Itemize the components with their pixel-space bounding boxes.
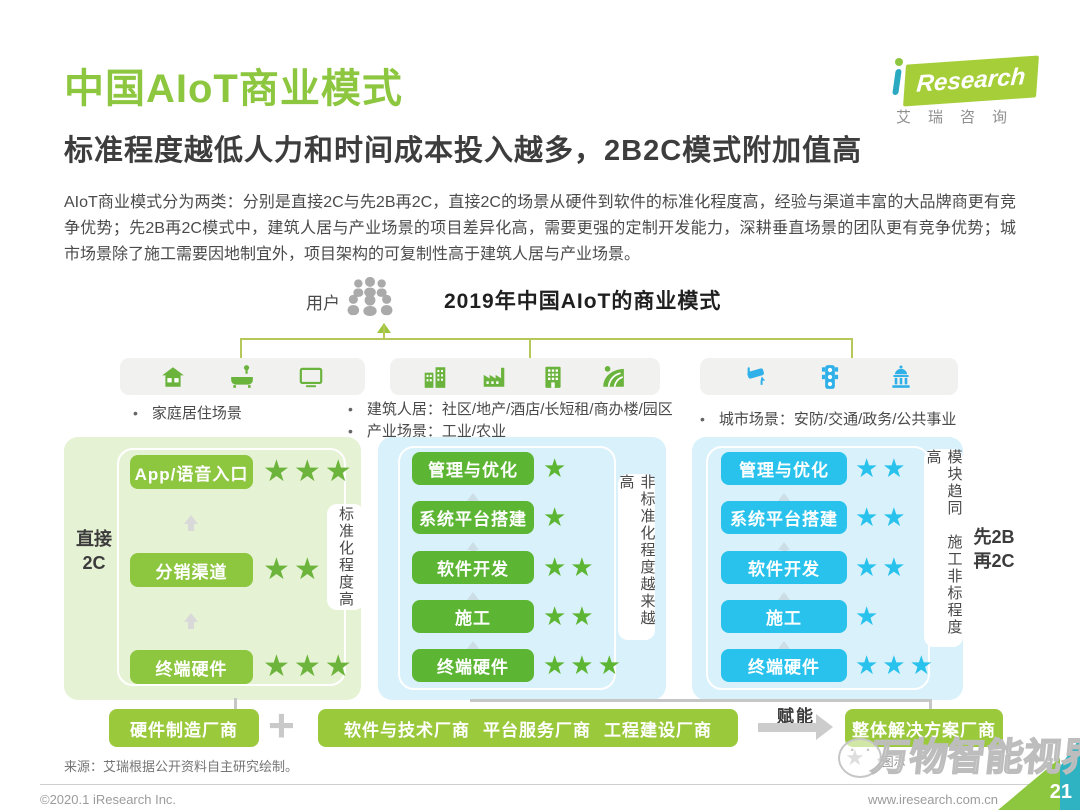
flow-step: 系统平台搭建 bbox=[412, 501, 534, 534]
arrow-up-icon bbox=[778, 487, 790, 506]
flow-step: 施工 bbox=[412, 600, 534, 633]
star-rating: ★ bbox=[543, 453, 571, 483]
logo-brand-text: Research bbox=[915, 63, 1027, 98]
flow-step: 管理与优化 bbox=[412, 452, 534, 485]
figure-note: *图示 bbox=[877, 755, 906, 769]
bathtub-icon bbox=[230, 364, 253, 388]
government-icon bbox=[891, 365, 910, 388]
star-rating: ★★★ bbox=[855, 650, 937, 680]
side-label-line: 直接 bbox=[76, 529, 112, 549]
enable-label: 赋能 bbox=[777, 707, 815, 726]
side-label-2b2c: 先2B 再2C bbox=[966, 525, 1022, 573]
city-scene-iconbar bbox=[700, 358, 958, 395]
arrow-up-icon bbox=[184, 606, 198, 629]
footer-website: www.iresearch.com.cn bbox=[868, 792, 999, 807]
scene-bullet: 城市场景：安防/交通/政务/公共事业 bbox=[700, 408, 957, 429]
side-label-line: 先2B bbox=[973, 527, 1015, 547]
connector-line bbox=[240, 338, 242, 360]
flow-step: 施工 bbox=[721, 600, 847, 633]
side-label-direct-2c: 直接 2C bbox=[70, 527, 118, 575]
flow-step: 管理与优化 bbox=[721, 452, 847, 485]
flow-step: 终端硬件 bbox=[130, 650, 253, 684]
logo-i-dot-icon bbox=[895, 58, 903, 66]
side-label-line: 2C bbox=[82, 553, 106, 573]
logo-i-stem-icon bbox=[892, 69, 902, 95]
user-label: 用户 bbox=[306, 294, 340, 313]
cctv-camera-icon bbox=[746, 366, 765, 385]
footer-copyright: ©2020.1 iResearch Inc. bbox=[40, 792, 177, 807]
star-rating: ★ bbox=[855, 601, 883, 631]
buildings-icon bbox=[424, 366, 446, 388]
star-rating: ★★ bbox=[543, 601, 598, 631]
star-rating: ★ bbox=[543, 502, 571, 532]
star-rating: ★★★ bbox=[263, 455, 356, 488]
vendors-box: 软件与技术厂商 平台服务厂商 工程建设厂商 bbox=[318, 709, 738, 747]
source-note: 来源：艾瑞根据公开资料自主研究绘制。 bbox=[64, 759, 299, 774]
scene-bullet: 产业场景：工业/农业 bbox=[348, 420, 506, 441]
building-scene-iconbar bbox=[390, 358, 660, 395]
vendor-label: 工程建设厂商 bbox=[604, 720, 712, 740]
note-modules-converge: 模块趋同 施工非标程度高 bbox=[924, 449, 963, 647]
connector-line bbox=[529, 338, 531, 360]
vendor-label: 平台服务厂商 bbox=[483, 720, 591, 740]
scene-bullet: 建筑人居：社区/地产/酒店/长短租/商办楼/园区 bbox=[348, 398, 673, 419]
scene-bullet: 家庭居住场景 bbox=[133, 402, 242, 423]
panel-inner-frame bbox=[398, 446, 616, 690]
star-rating: ★★ bbox=[855, 552, 910, 582]
arrow-up-icon bbox=[467, 487, 479, 506]
flow-step: 分销渠道 bbox=[130, 553, 253, 587]
flow-step: 终端硬件 bbox=[721, 649, 847, 682]
arrow-up-icon bbox=[467, 586, 479, 605]
arrow-up-icon bbox=[467, 536, 479, 555]
star-rating: ★★ bbox=[855, 502, 910, 532]
connector-line bbox=[383, 325, 385, 339]
star-rating: ★★★ bbox=[543, 650, 625, 680]
note-standardization-high: 标准化程度高 bbox=[327, 504, 364, 610]
page-subtitle: 标准程度越低人力和时间成本投入越多，2B2C模式附加值高 bbox=[64, 135, 863, 167]
star-rating: ★★★ bbox=[263, 650, 356, 683]
diagram-title: 2019年中国AIoT的商业模式 bbox=[444, 290, 722, 313]
flow-step: 软件开发 bbox=[412, 551, 534, 584]
right-arrow-head-icon bbox=[816, 714, 846, 740]
footer-divider bbox=[40, 784, 1040, 785]
flow-step: 终端硬件 bbox=[412, 649, 534, 682]
logo-caption: 艾瑞咨询 bbox=[896, 109, 1025, 126]
hardware-vendor-box: 硬件制造厂商 bbox=[109, 709, 259, 747]
office-icon bbox=[545, 366, 561, 388]
watermark-text: 万物智能视界 bbox=[869, 736, 1080, 780]
flow-step: 软件开发 bbox=[721, 551, 847, 584]
note-nonstandard-rising: 非标准化程度越来越高 bbox=[618, 474, 656, 640]
tv-icon bbox=[299, 367, 323, 387]
flow-step: 系统平台搭建 bbox=[721, 501, 847, 534]
flow-step: App/语音入口 bbox=[130, 455, 253, 489]
connector-line-gray bbox=[470, 699, 932, 702]
connector-line-gray bbox=[234, 698, 237, 711]
page-title: 中国AIoT商业模式 bbox=[64, 67, 403, 111]
plus-icon: + bbox=[268, 699, 295, 751]
arrow-up-icon bbox=[778, 536, 790, 555]
house-icon bbox=[162, 366, 185, 387]
traffic-light-icon bbox=[821, 364, 839, 389]
side-label-line: 再2C bbox=[973, 551, 1015, 571]
connector-line bbox=[240, 338, 853, 340]
iresearch-logo: Research bbox=[903, 55, 1039, 107]
arrow-up-icon bbox=[778, 586, 790, 605]
star-rating: ★★ bbox=[855, 453, 910, 483]
farm-icon bbox=[603, 365, 624, 387]
arrow-up-icon bbox=[467, 635, 479, 654]
right-arrow-icon bbox=[758, 723, 816, 732]
factory-icon bbox=[483, 367, 505, 387]
arrow-up-icon bbox=[184, 508, 198, 531]
watermark-face-icon bbox=[838, 738, 882, 778]
arrow-up-icon bbox=[778, 635, 790, 654]
connector-line bbox=[851, 338, 853, 360]
vendor-label: 软件与技术厂商 bbox=[344, 720, 470, 740]
page-number: 21 bbox=[1049, 781, 1072, 803]
connector-line-gray bbox=[929, 699, 932, 711]
users-group-icon bbox=[345, 276, 395, 321]
intro-paragraph: AIoT商业模式分为两类：分别是直接2C与先2B再2C，直接2C的场景从硬件到软… bbox=[64, 194, 1016, 263]
star-rating: ★★ bbox=[543, 552, 598, 582]
home-scene-iconbar bbox=[120, 358, 365, 395]
